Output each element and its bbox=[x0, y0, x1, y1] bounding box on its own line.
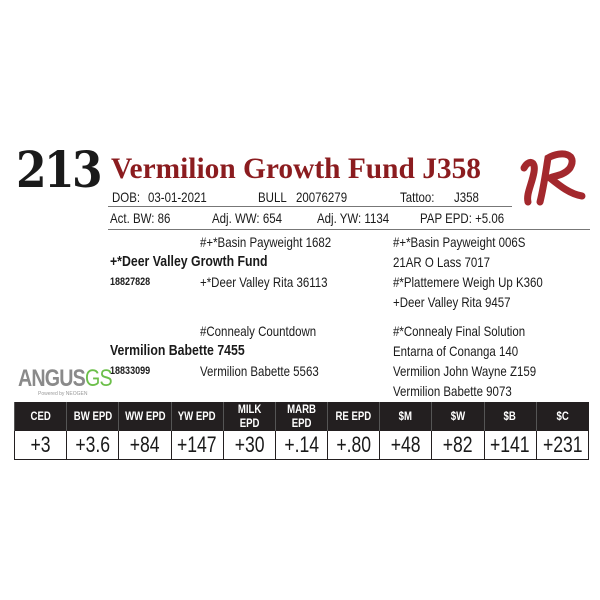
sex: BULL bbox=[258, 189, 287, 205]
epd-value: +3 bbox=[13, 430, 68, 460]
sire-dam-sire: #*Plattemere Weigh Up K360 bbox=[393, 274, 543, 290]
epd-header: $M bbox=[379, 402, 432, 431]
epd-header: $B bbox=[483, 402, 537, 431]
epd-header: $C bbox=[535, 402, 589, 431]
sire-sire: #+*Basin Payweight 1682 bbox=[200, 234, 332, 250]
epd-value: +.80 bbox=[327, 430, 381, 460]
epd-value: +84 bbox=[118, 430, 172, 460]
epd-header-row: CED BW EPD WW EPD YW EPD MILK EPD MARB EPD RE … bbox=[13, 402, 589, 431]
sire: +*Deer Valley Growth Fund bbox=[110, 253, 268, 270]
divider bbox=[108, 206, 512, 207]
epd-value: +30 bbox=[222, 430, 276, 460]
sire-sire-dam: 21AR O Lass 7017 bbox=[393, 254, 491, 270]
epd-header: BW EPD bbox=[66, 402, 119, 431]
tattoo-label: Tattoo: bbox=[400, 189, 435, 205]
epd-header: MILK EPD bbox=[222, 402, 276, 431]
dam-sire-dam: Entarna of Conanga 140 bbox=[393, 343, 519, 359]
dam-dam: Vermilion Babette 5563 bbox=[200, 363, 319, 379]
adjusted-ww: Adj. WW: 654 bbox=[212, 210, 282, 226]
adjusted-yw: Adj. YW: 1134 bbox=[317, 210, 390, 226]
divider bbox=[108, 229, 590, 230]
sire-sire-sire: #+*Basin Payweight 006S bbox=[393, 234, 526, 250]
epd-value: +147 bbox=[170, 430, 224, 460]
epd-value: +48 bbox=[379, 430, 433, 460]
sire-registration: 18827828 bbox=[110, 276, 151, 288]
epd-table: CED BW EPD WW EPD YW EPD MILK EPD MARB EPD RE … bbox=[13, 402, 590, 460]
lot-number: 213 bbox=[16, 140, 103, 199]
epd-value: +231 bbox=[535, 430, 590, 460]
dam: Vermilion Babette 7455 bbox=[110, 342, 245, 359]
sire-dam: +*Deer Valley Rita 36113 bbox=[200, 274, 328, 290]
animal-name: Vermilion Growth Fund J358 bbox=[111, 152, 482, 185]
actual-bw: Act. BW: 86 bbox=[110, 210, 171, 226]
dam-sire: #Connealy Countdown bbox=[200, 323, 317, 339]
dob-value: 03-01-2021 bbox=[148, 189, 207, 205]
dam-sire-sire: #*Connealy Final Solution bbox=[393, 323, 526, 339]
epd-header: CED bbox=[13, 402, 67, 431]
dam-dam-dam: Vermilion Babette 9073 bbox=[393, 383, 512, 399]
sire-dam-dam: +Deer Valley Rita 9457 bbox=[393, 294, 511, 310]
dam-dam-sire: Vermilion John Wayne Z159 bbox=[393, 363, 537, 379]
epd-header: $W bbox=[431, 402, 485, 431]
epd-header: MARB EPD bbox=[274, 402, 328, 431]
vr-brand-logo bbox=[518, 146, 588, 213]
epd-value: +3.6 bbox=[66, 430, 120, 460]
epd-value-row: +3 +3.6 +84 +147 +30 +.14 +.80 +48 +82 +141 +231 bbox=[13, 430, 590, 460]
epd-header: YW EPD bbox=[170, 402, 224, 431]
dob-label: DOB: bbox=[112, 189, 141, 205]
epd-header: WW EPD bbox=[118, 402, 172, 431]
angus-gs-logo: ANGUSGS Powered by NEOGEN bbox=[18, 365, 113, 398]
epd-header: RE EPD bbox=[327, 402, 380, 431]
epd-value: +141 bbox=[483, 430, 537, 460]
tattoo-value: J358 bbox=[454, 189, 479, 205]
dam-registration: 18833099 bbox=[110, 365, 151, 377]
epd-value: +.14 bbox=[274, 430, 329, 460]
registration-number: 20076279 bbox=[296, 189, 348, 205]
pap-epd: PAP EPD: +5.06 bbox=[420, 210, 505, 226]
epd-value: +82 bbox=[431, 430, 485, 460]
